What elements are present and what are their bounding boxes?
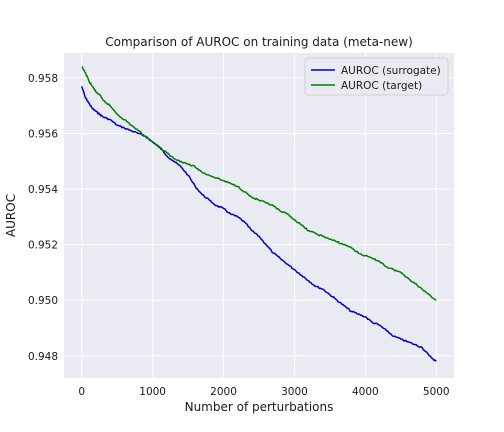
legend: AUROC (surrogate) AUROC (target) xyxy=(304,57,449,96)
y-tick-label: 0.948 xyxy=(28,351,58,363)
series-line-1 xyxy=(81,66,437,301)
plot-area xyxy=(64,53,454,378)
y-tick-label: 0.950 xyxy=(28,295,58,307)
y-tick-label: 0.956 xyxy=(28,129,58,141)
series-line-0 xyxy=(81,86,437,362)
x-tick-label: 5000 xyxy=(423,386,450,398)
y-tick-label: 0.952 xyxy=(28,240,58,252)
legend-label-1: AUROC (target) xyxy=(341,80,422,92)
x-axis-label: Number of perturbations xyxy=(185,400,334,414)
legend-frame xyxy=(304,57,449,96)
chart-title: Comparison of AUROC on training data (me… xyxy=(105,35,413,49)
y-tick-label: 0.958 xyxy=(28,73,58,85)
grid xyxy=(64,53,454,378)
y-tick-label: 0.954 xyxy=(28,184,58,196)
tick-labels: 0 1000 2000 3000 4000 5000 0.948 0.950 0.952 0.95… xyxy=(28,73,450,398)
x-tick-label: 2000 xyxy=(210,386,237,398)
x-tick-label: 0 xyxy=(78,386,85,398)
x-tick-label: 4000 xyxy=(352,386,379,398)
x-tick-label: 1000 xyxy=(139,386,166,398)
x-tick-label: 3000 xyxy=(281,386,308,398)
legend-label-0: AUROC (surrogate) xyxy=(341,65,441,77)
y-axis-label: AUROC xyxy=(4,194,18,237)
series-layer xyxy=(81,66,437,362)
